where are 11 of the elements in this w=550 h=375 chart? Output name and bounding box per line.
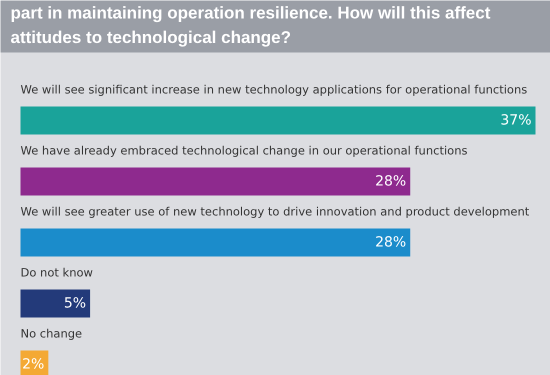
y-tick-label: We have already embraced technological change in our operational functions — [20, 144, 468, 158]
data-label: 2% — [22, 356, 44, 372]
y-tick-label: We will see greater use of new technology to drive innovation and product development — [20, 204, 530, 218]
y-tick-label: We will see significant increase in new technology applications for operational functions — [20, 82, 528, 96]
chart-title: part in maintaining operation resilience. How will this affect attitudes to technological change? — [10, 4, 491, 48]
data-label: 28% — [375, 234, 406, 250]
data-label: 5% — [64, 296, 86, 312]
y-tick-label: No change — [20, 326, 82, 340]
data-label: 37% — [500, 112, 532, 128]
y-tick-label: Do not know — [20, 266, 93, 280]
data-label: 28% — [375, 174, 406, 190]
